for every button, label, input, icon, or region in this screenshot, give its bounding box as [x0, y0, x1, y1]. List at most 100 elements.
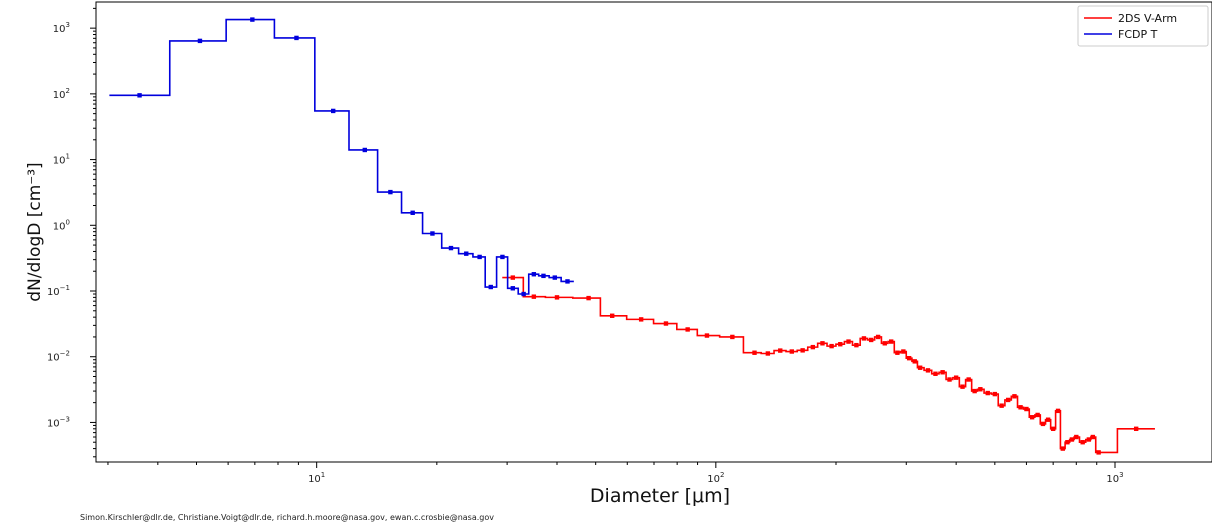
- series-1-point: [609, 313, 615, 318]
- y-tick-base: 10: [47, 353, 60, 364]
- series-2-point: [565, 279, 570, 284]
- series-1-point: [638, 317, 644, 322]
- series-1-point: [978, 387, 983, 392]
- y-tick-exponent: −1: [60, 284, 70, 292]
- series-layer: [109, 17, 1155, 455]
- series-1-point: [854, 342, 859, 348]
- series-1-point: [778, 348, 783, 353]
- series-1-point: [947, 377, 952, 382]
- series-1-point: [704, 333, 710, 338]
- series-2-point: [500, 254, 505, 260]
- series-2-point: [477, 254, 482, 260]
- series-1-point: [829, 343, 834, 349]
- series-1-point: [882, 341, 887, 346]
- series-1-point: [531, 294, 537, 299]
- series-2-point: [410, 210, 415, 215]
- series-2-point: [362, 147, 367, 153]
- series-1-point: [1074, 434, 1079, 440]
- x-tick-exponent: 2: [720, 471, 724, 479]
- y-tick-label: 101: [53, 153, 70, 167]
- y-tick-label: 10−1: [47, 284, 70, 298]
- y-tick-exponent: 3: [66, 21, 70, 29]
- legend-label-series-1: 2DS V-Arm: [1118, 12, 1177, 25]
- series-2-point: [197, 38, 203, 44]
- series-1-point: [953, 375, 959, 380]
- y-tick-label: 100: [53, 218, 70, 232]
- series-1-point: [685, 327, 690, 332]
- series-1-point: [1090, 434, 1096, 440]
- series-2-point: [250, 17, 255, 22]
- x-tick-exponent: 3: [1119, 471, 1123, 479]
- series-1-point: [1029, 415, 1035, 420]
- series-1-point: [820, 341, 825, 346]
- series-1-point: [875, 334, 881, 340]
- x-tick-base: 10: [308, 474, 321, 485]
- y-tick-exponent: −2: [60, 350, 70, 358]
- series-1-point: [1060, 446, 1065, 451]
- x-tick-label: 103: [1106, 471, 1123, 485]
- series-1-point: [846, 339, 851, 344]
- series-2-point: [488, 284, 493, 290]
- series-1-point: [888, 339, 894, 344]
- series-1-point: [1018, 405, 1023, 410]
- series-1-point: [972, 388, 977, 394]
- y-axis-label: dN/dlogD [cm⁻³]: [25, 162, 45, 301]
- y-tick-exponent: 1: [66, 153, 70, 161]
- series-1-point: [789, 349, 795, 354]
- x-tick-exponent: 1: [321, 471, 325, 479]
- series-2-point: [521, 291, 526, 297]
- series-1-point: [1055, 408, 1061, 414]
- x-tick-label: 102: [707, 471, 724, 485]
- series-1-point: [1086, 437, 1092, 442]
- series-1-point: [1040, 421, 1046, 427]
- series-1-point: [1069, 437, 1075, 442]
- series-1-point: [999, 403, 1004, 408]
- series-1-point: [510, 275, 516, 280]
- series-2-point: [552, 275, 558, 280]
- credit-line: Simon.Kirschler@dlr.de, Christiane.Voigt…: [80, 513, 494, 522]
- y-tick-base: 10: [53, 90, 66, 101]
- series-1-point: [1096, 450, 1101, 455]
- series-1-point: [838, 342, 843, 347]
- series-1-point: [917, 365, 923, 370]
- y-tick-exponent: −3: [60, 415, 70, 423]
- legend-label-series-2: FCDP T: [1118, 28, 1158, 41]
- series-1-point: [861, 336, 867, 341]
- y-tick-exponent: 0: [66, 218, 70, 226]
- y-tick-label: 102: [53, 87, 70, 101]
- y-tick-base: 10: [47, 418, 60, 429]
- series-2-point: [430, 231, 435, 236]
- series-2-point: [510, 286, 516, 291]
- series-1-point: [810, 344, 816, 350]
- series-1-point: [925, 368, 931, 373]
- series-2-point: [330, 108, 336, 114]
- series-1-point: [752, 350, 757, 355]
- y-tick-label: 10−2: [47, 350, 70, 364]
- series-1-point: [1035, 412, 1040, 418]
- series-1-point: [1065, 440, 1070, 445]
- series-1-point: [901, 349, 906, 354]
- series-1-point: [554, 295, 560, 300]
- series-1-point: [730, 334, 735, 340]
- legend-box: [1077, 5, 1209, 47]
- series-2-point: [294, 35, 299, 41]
- series-1-point: [586, 295, 591, 301]
- series-2-point: [137, 93, 142, 98]
- y-tick-base: 10: [53, 156, 66, 167]
- x-axis-ticks: 101 102 103: [107, 462, 1124, 485]
- series-1-point: [906, 355, 912, 361]
- series-1-point: [765, 351, 771, 356]
- series-1-point: [966, 377, 971, 382]
- series-2-point: [541, 273, 546, 279]
- x-tick-base: 10: [707, 474, 720, 485]
- series-1-point: [868, 337, 874, 343]
- series-1-point: [1050, 426, 1056, 432]
- series-1-point: [1080, 440, 1085, 445]
- series-1-point: [800, 348, 805, 353]
- legend: 2DS V-Arm FCDP T: [1077, 5, 1209, 47]
- x-tick-base: 10: [1106, 474, 1119, 485]
- series-1-point: [912, 359, 917, 364]
- series-1-point: [933, 371, 938, 376]
